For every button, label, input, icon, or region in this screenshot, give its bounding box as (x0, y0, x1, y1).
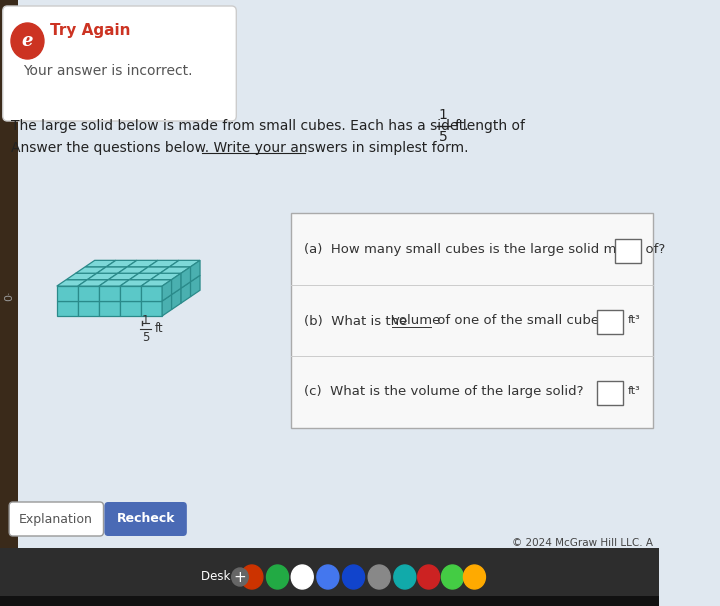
FancyBboxPatch shape (9, 502, 104, 536)
Circle shape (394, 565, 416, 589)
Polygon shape (85, 261, 116, 267)
Polygon shape (141, 279, 171, 286)
Polygon shape (96, 267, 127, 273)
Circle shape (292, 565, 313, 589)
Polygon shape (160, 267, 191, 273)
Circle shape (418, 565, 440, 589)
Text: Desk 1: Desk 1 (202, 570, 242, 584)
Polygon shape (99, 301, 120, 316)
Text: ft.: ft. (454, 119, 469, 133)
Circle shape (464, 565, 485, 589)
Text: Explanation: Explanation (19, 513, 93, 525)
Polygon shape (78, 286, 99, 301)
Polygon shape (107, 261, 137, 267)
Polygon shape (99, 286, 120, 301)
Text: ft: ft (155, 322, 163, 336)
Bar (0, 596, 660, 606)
Polygon shape (169, 261, 200, 267)
Circle shape (317, 565, 339, 589)
Text: ft³: ft³ (627, 386, 640, 396)
Circle shape (241, 565, 263, 589)
Polygon shape (57, 279, 87, 286)
Text: 0·: 0· (4, 291, 14, 301)
Polygon shape (57, 286, 78, 301)
Polygon shape (162, 279, 171, 301)
Polygon shape (191, 275, 200, 297)
FancyBboxPatch shape (3, 6, 236, 121)
FancyBboxPatch shape (597, 381, 623, 405)
Text: +: + (233, 570, 246, 585)
Text: 5: 5 (439, 130, 448, 144)
Text: Your answer is incorrect.: Your answer is incorrect. (23, 64, 192, 78)
Polygon shape (109, 273, 139, 279)
Polygon shape (76, 267, 107, 273)
Polygon shape (57, 301, 78, 316)
Polygon shape (141, 286, 162, 301)
Polygon shape (191, 261, 200, 282)
Circle shape (368, 565, 390, 589)
Circle shape (343, 565, 364, 589)
Polygon shape (141, 301, 162, 316)
Polygon shape (171, 273, 181, 295)
Polygon shape (139, 267, 169, 273)
Polygon shape (120, 279, 150, 286)
Polygon shape (130, 273, 160, 279)
Text: of one of the small cubes?: of one of the small cubes? (433, 315, 613, 327)
Polygon shape (99, 279, 130, 286)
Text: 5: 5 (142, 331, 149, 344)
Polygon shape (171, 288, 181, 310)
FancyBboxPatch shape (597, 310, 623, 334)
Polygon shape (150, 273, 181, 279)
Polygon shape (127, 261, 158, 267)
Polygon shape (118, 267, 148, 273)
FancyBboxPatch shape (616, 239, 641, 263)
Text: © 2024 McGraw Hill LLC. A: © 2024 McGraw Hill LLC. A (512, 538, 653, 548)
Bar (0, 0, 18, 548)
Text: The large solid below is made from small cubes. Each has a side length of: The large solid below is made from small… (11, 119, 525, 133)
Text: (a)  How many small cubes is the large solid made of?: (a) How many small cubes is the large so… (304, 244, 665, 256)
Polygon shape (66, 273, 96, 279)
FancyBboxPatch shape (292, 213, 653, 428)
Circle shape (232, 568, 248, 586)
Text: ft³: ft³ (627, 315, 640, 325)
Polygon shape (78, 279, 109, 286)
Polygon shape (181, 267, 191, 288)
Polygon shape (148, 261, 179, 267)
Circle shape (266, 565, 289, 589)
Polygon shape (120, 301, 141, 316)
FancyBboxPatch shape (104, 502, 187, 536)
Text: (b)  What is the: (b) What is the (304, 315, 412, 327)
Text: volume: volume (392, 315, 441, 327)
Circle shape (441, 565, 464, 589)
Text: e: e (22, 32, 33, 50)
Text: 1: 1 (142, 314, 149, 327)
Text: Answer the questions below. Write your answers in simplest form.: Answer the questions below. Write your a… (11, 141, 469, 155)
Text: (c)  What is the volume of the large solid?: (c) What is the volume of the large soli… (304, 385, 584, 399)
Polygon shape (120, 286, 141, 301)
Text: 1: 1 (439, 108, 448, 122)
Circle shape (11, 23, 44, 59)
Polygon shape (162, 295, 171, 316)
Text: Try Again: Try Again (50, 24, 131, 39)
Polygon shape (181, 282, 191, 303)
Polygon shape (87, 273, 118, 279)
Bar (0, 548, 660, 606)
Text: Recheck: Recheck (117, 513, 175, 525)
Polygon shape (78, 301, 99, 316)
